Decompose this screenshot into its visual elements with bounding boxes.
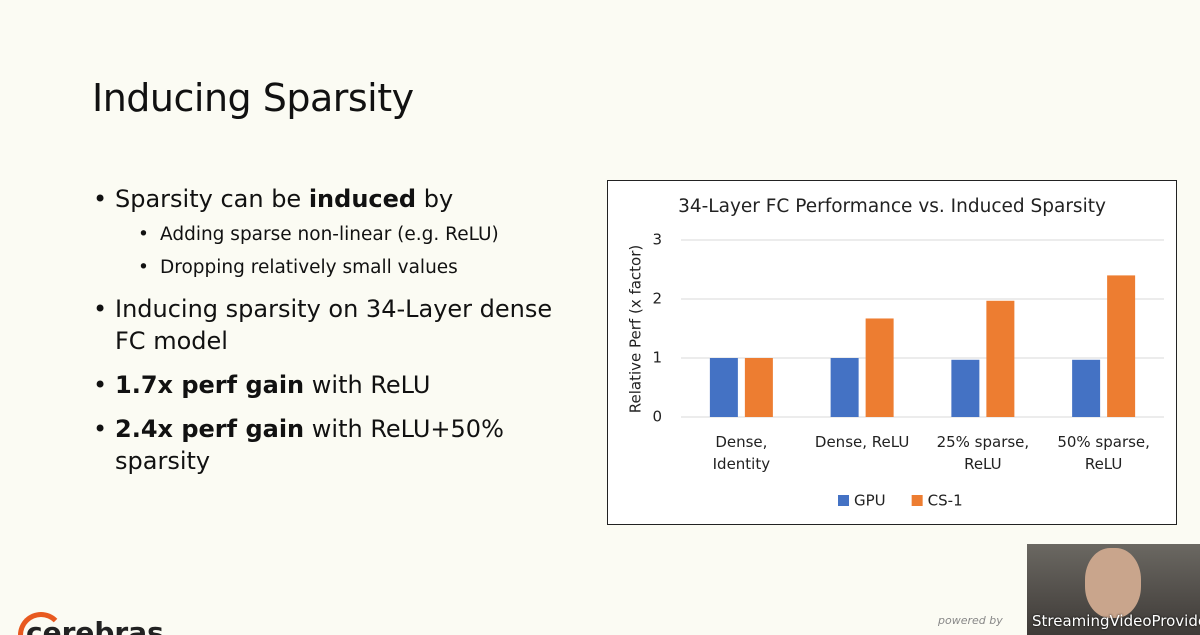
legend-swatch	[911, 495, 923, 506]
bullet-text: 2.4x perf gain	[115, 415, 305, 443]
bar	[830, 358, 859, 417]
x-tick-label-box: Dense, ReLU	[814, 433, 910, 451]
x-tick-label: 50% sparse, ReLU	[1057, 433, 1150, 473]
x-tick-label: Dense, ReLU	[814, 433, 910, 451]
bullet-text: with ReLU	[304, 371, 431, 399]
y-tick-label: 2	[652, 290, 662, 308]
x-tick-label-box: Dense, Identity	[712, 433, 771, 473]
bar	[1107, 275, 1136, 417]
bar	[951, 359, 980, 417]
logo-text: cerebras	[26, 616, 164, 635]
x-tick-label: 25% sparse, ReLU	[936, 433, 1030, 473]
bullet-text: Adding sparse non-linear (e.g. ReLU)	[160, 224, 499, 245]
bar	[986, 300, 1015, 417]
y-tick-label: 0	[652, 408, 662, 426]
bar	[709, 358, 738, 417]
bullet-dot: •	[138, 257, 149, 278]
bullet: • Adding sparse non-linear (e.g. ReLU)	[93, 223, 563, 247]
chart-title: 34-Layer FC Performance vs. Induced Spar…	[678, 196, 1106, 217]
powered-by: powered by	[938, 614, 1003, 627]
legend-label: CS-1	[928, 492, 963, 510]
bullet-text: Dropping relatively small values	[160, 257, 458, 278]
bullet: • Sparsity can be induced by	[93, 183, 563, 215]
bullet-dot: •	[93, 371, 108, 399]
bullet-text: Sparsity can be	[115, 185, 309, 213]
bar	[744, 358, 773, 417]
slide-title: Inducing Sparsity	[92, 76, 414, 120]
bullet-list: • Sparsity can be induced by • Adding spars…	[93, 183, 563, 489]
logo-mark	[18, 612, 64, 635]
provider: StreamingVideoProvider	[1032, 612, 1200, 630]
bullet: • Inducing sparsity on 34-Layer dense FC …	[93, 293, 563, 357]
x-tick-label-box: 50% sparse, ReLU	[1057, 433, 1150, 473]
y-tick-label: 1	[652, 349, 662, 367]
bar	[1072, 359, 1101, 417]
x-tick-label-box: 25% sparse, ReLU	[936, 433, 1030, 473]
bullet-dot: •	[93, 295, 108, 323]
bullet: • 2.4x perf gain with ReLU+50% sparsity	[93, 413, 563, 477]
bullet-text: 1.7x perf gain	[115, 371, 305, 399]
bullet-text: by	[416, 185, 454, 213]
bullet-text: with ReLU+50% sparsity	[115, 415, 504, 475]
bullet-dot: •	[93, 185, 108, 213]
legend-swatch	[838, 495, 849, 506]
bullet-dot: •	[93, 415, 108, 443]
bullet: • 1.7x perf gain with ReLU	[93, 369, 563, 401]
bullet: • Dropping relatively small values	[93, 256, 563, 280]
bullet-dot: •	[138, 224, 149, 245]
bullet-text: induced	[308, 185, 417, 213]
x-tick-label: Dense, Identity	[712, 433, 771, 473]
y-tick-label: 3	[652, 231, 662, 249]
bar	[865, 318, 894, 417]
legend-label: GPU	[854, 492, 886, 510]
bullet-text: Inducing sparsity on 34-Layer dense FC m…	[115, 295, 553, 355]
webcam-person	[1085, 548, 1141, 618]
chart: 34-Layer FC Performance vs. Induced Spar…	[607, 180, 1177, 525]
y-axis-label: Relative Perf (x factor)	[627, 245, 645, 414]
